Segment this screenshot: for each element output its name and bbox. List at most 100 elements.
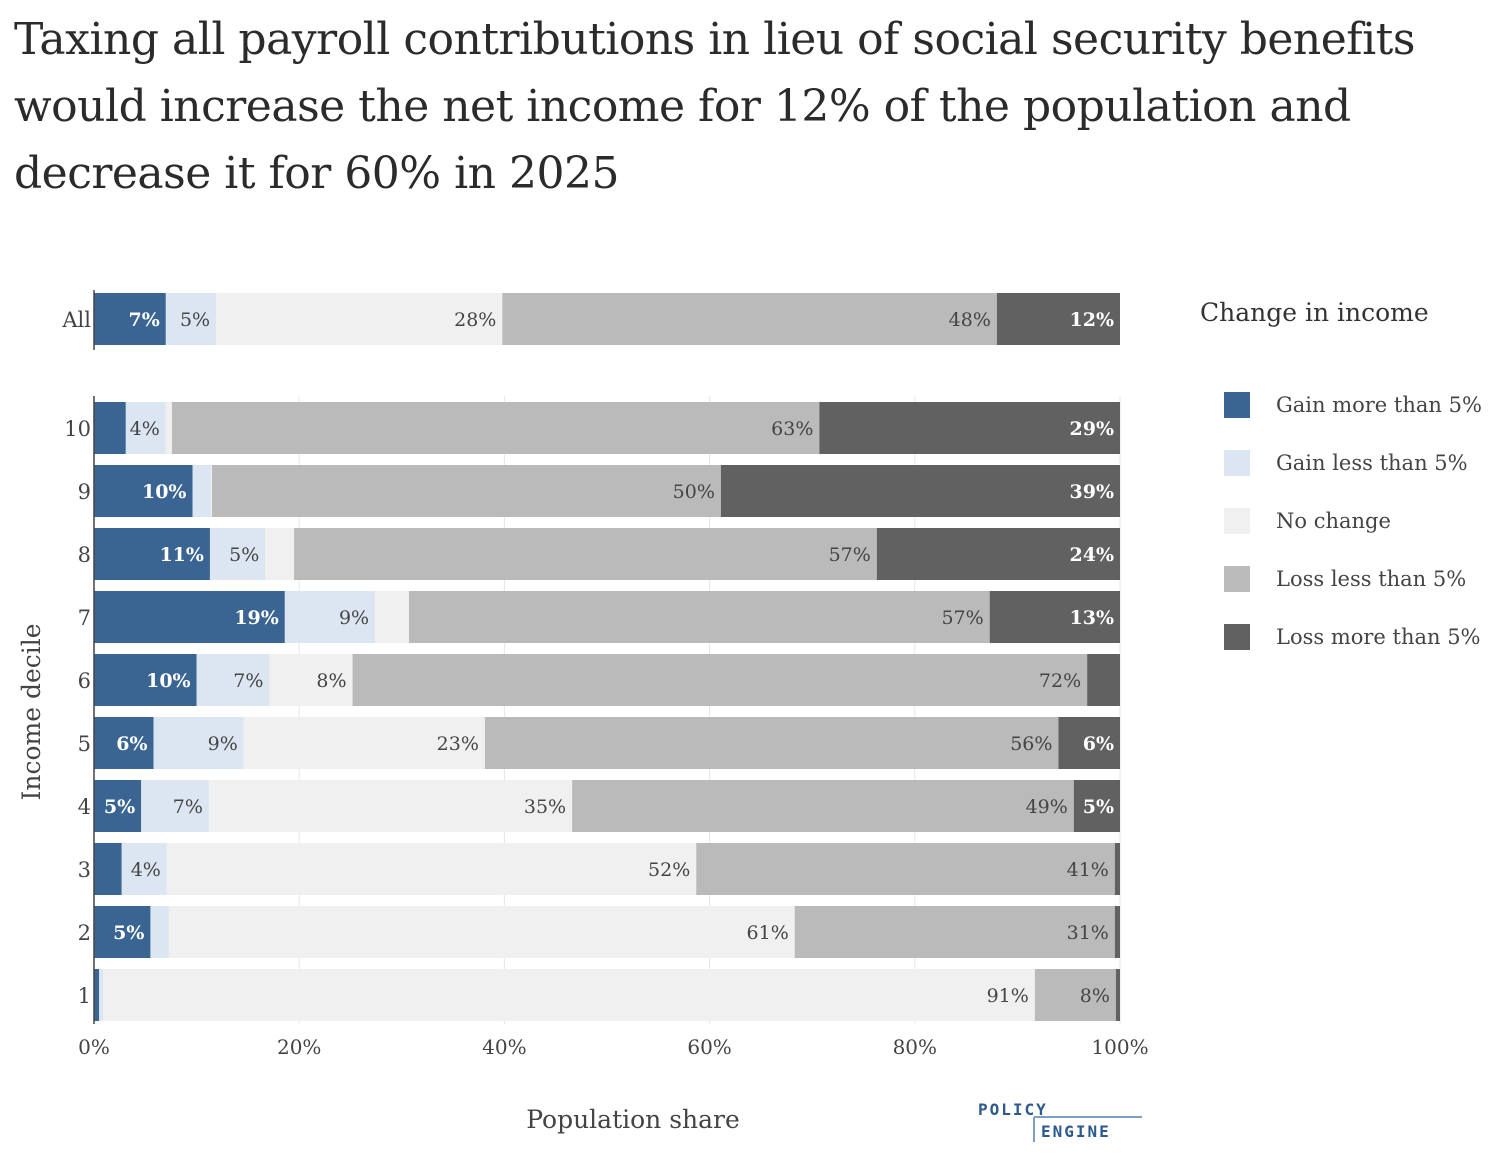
data-label: 5% bbox=[180, 309, 210, 331]
policyengine-logo: POLICY ENGINE bbox=[978, 1100, 1148, 1146]
bar-segment bbox=[99, 969, 104, 1021]
y-tick-label: 5 bbox=[78, 732, 91, 756]
bar-segment bbox=[819, 402, 1120, 454]
bar-segment bbox=[794, 906, 1115, 958]
data-label: 5% bbox=[113, 922, 144, 944]
bar-segment bbox=[1087, 654, 1120, 706]
x-tick-label: 80% bbox=[893, 1035, 937, 1059]
bar-segment bbox=[209, 528, 266, 580]
data-label: 50% bbox=[673, 481, 715, 503]
legend-label: Gain more than 5% bbox=[1276, 393, 1482, 417]
data-label: 72% bbox=[1039, 670, 1081, 692]
data-label: 48% bbox=[949, 309, 991, 331]
legend-items: Gain more than 5% Gain less than 5% No cha… bbox=[1200, 376, 1500, 666]
data-label: 8% bbox=[1080, 985, 1110, 1007]
x-tick-label: 100% bbox=[1091, 1035, 1148, 1059]
data-label: 52% bbox=[648, 859, 690, 881]
data-label: 63% bbox=[771, 418, 813, 440]
data-label: 57% bbox=[941, 607, 983, 629]
bar-segment bbox=[94, 402, 126, 454]
data-label: 61% bbox=[747, 922, 789, 944]
chart-title: Taxing all payroll contributions in lieu… bbox=[14, 14, 1415, 199]
data-label: 19% bbox=[234, 607, 279, 629]
legend-label: Loss less than 5% bbox=[1276, 567, 1467, 591]
data-label: 56% bbox=[1010, 733, 1052, 755]
data-label: 6% bbox=[116, 733, 147, 755]
legend-item[interactable]: Gain less than 5% bbox=[1200, 434, 1500, 492]
data-label: 6% bbox=[1083, 733, 1114, 755]
data-label: 35% bbox=[524, 796, 566, 818]
bar-segment bbox=[211, 465, 721, 517]
bar-segment bbox=[572, 780, 1074, 832]
legend-swatch bbox=[1224, 392, 1250, 418]
bar-segment bbox=[502, 293, 997, 345]
legend-label: Gain less than 5% bbox=[1276, 451, 1468, 475]
bar-segment bbox=[294, 528, 877, 580]
bar-segment bbox=[196, 654, 270, 706]
bar-segment bbox=[720, 465, 1120, 517]
bar-segment bbox=[94, 591, 285, 643]
y-tick-label: 1 bbox=[78, 984, 91, 1008]
y-tick-label: 7 bbox=[78, 606, 91, 630]
bar-segment bbox=[1114, 906, 1120, 958]
logo-word-engine: ENGINE bbox=[1041, 1122, 1111, 1141]
data-labels: 7% 5% 28% 48% 12% 4% 63% 29% 10% 50% 39% 11% 5% 57% 24… bbox=[104, 309, 1114, 1007]
data-label: 10% bbox=[142, 481, 187, 503]
bar-segment bbox=[94, 969, 100, 1021]
data-label: 13% bbox=[1070, 607, 1115, 629]
bar-segment bbox=[1034, 969, 1116, 1021]
bar-segment bbox=[166, 843, 697, 895]
data-label: 8% bbox=[316, 670, 346, 692]
bar-segment bbox=[996, 293, 1120, 345]
x-axis-label: Population share bbox=[526, 1105, 740, 1134]
y-tick-label: 6 bbox=[78, 669, 91, 693]
bar-segment bbox=[269, 654, 353, 706]
axes: 0% 20% 40% 60% 80% 100% All 10 9 8 7 6 5 4 3 2 1 bbox=[61, 290, 1149, 1059]
legend-swatch bbox=[1224, 566, 1250, 592]
data-label: 4% bbox=[130, 418, 160, 440]
legend: Change in income Gain more than 5% Gain l… bbox=[1200, 296, 1500, 666]
data-label: 57% bbox=[829, 544, 871, 566]
bar-segment bbox=[989, 591, 1120, 643]
data-label: 41% bbox=[1067, 859, 1109, 881]
y-tick-label: 8 bbox=[78, 543, 91, 567]
bar-segment bbox=[876, 528, 1120, 580]
data-label: 5% bbox=[229, 544, 259, 566]
bar-segment bbox=[165, 293, 217, 345]
bar-segment bbox=[94, 843, 122, 895]
legend-swatch bbox=[1224, 450, 1250, 476]
legend-item[interactable]: Loss more than 5% bbox=[1200, 608, 1500, 666]
bar-segment bbox=[94, 780, 142, 832]
bar-segment bbox=[94, 465, 193, 517]
bar-segment bbox=[171, 402, 820, 454]
data-label: 49% bbox=[1026, 796, 1068, 818]
bar-segment bbox=[243, 717, 485, 769]
legend-swatch bbox=[1224, 508, 1250, 534]
bar-segments bbox=[94, 293, 1120, 1021]
bar-segment bbox=[210, 465, 212, 517]
bar-segment bbox=[94, 906, 151, 958]
y-tick-label: 4 bbox=[78, 795, 91, 819]
bar-segment bbox=[1114, 843, 1120, 895]
bar-segment bbox=[696, 843, 1115, 895]
legend-item[interactable]: Gain more than 5% bbox=[1200, 376, 1500, 434]
y-tick-label: 10 bbox=[64, 417, 91, 441]
bar-segment bbox=[375, 591, 409, 643]
legend-item[interactable]: Loss less than 5% bbox=[1200, 550, 1500, 608]
y-tick-label: 9 bbox=[78, 480, 91, 504]
bar-segment bbox=[216, 293, 503, 345]
data-label: 12% bbox=[1070, 309, 1115, 331]
bar-segment bbox=[103, 969, 1035, 1021]
data-label: 5% bbox=[104, 796, 135, 818]
legend-label: No change bbox=[1276, 509, 1391, 533]
bar-segment bbox=[484, 717, 1059, 769]
bar-segment bbox=[408, 591, 990, 643]
data-label: 39% bbox=[1070, 481, 1115, 503]
bar-segment bbox=[1115, 969, 1120, 1021]
legend-item[interactable]: No change bbox=[1200, 492, 1500, 550]
bar-segment bbox=[150, 906, 169, 958]
bar-segment bbox=[94, 528, 210, 580]
x-tick-label: 40% bbox=[482, 1035, 526, 1059]
bar-segment bbox=[153, 717, 244, 769]
